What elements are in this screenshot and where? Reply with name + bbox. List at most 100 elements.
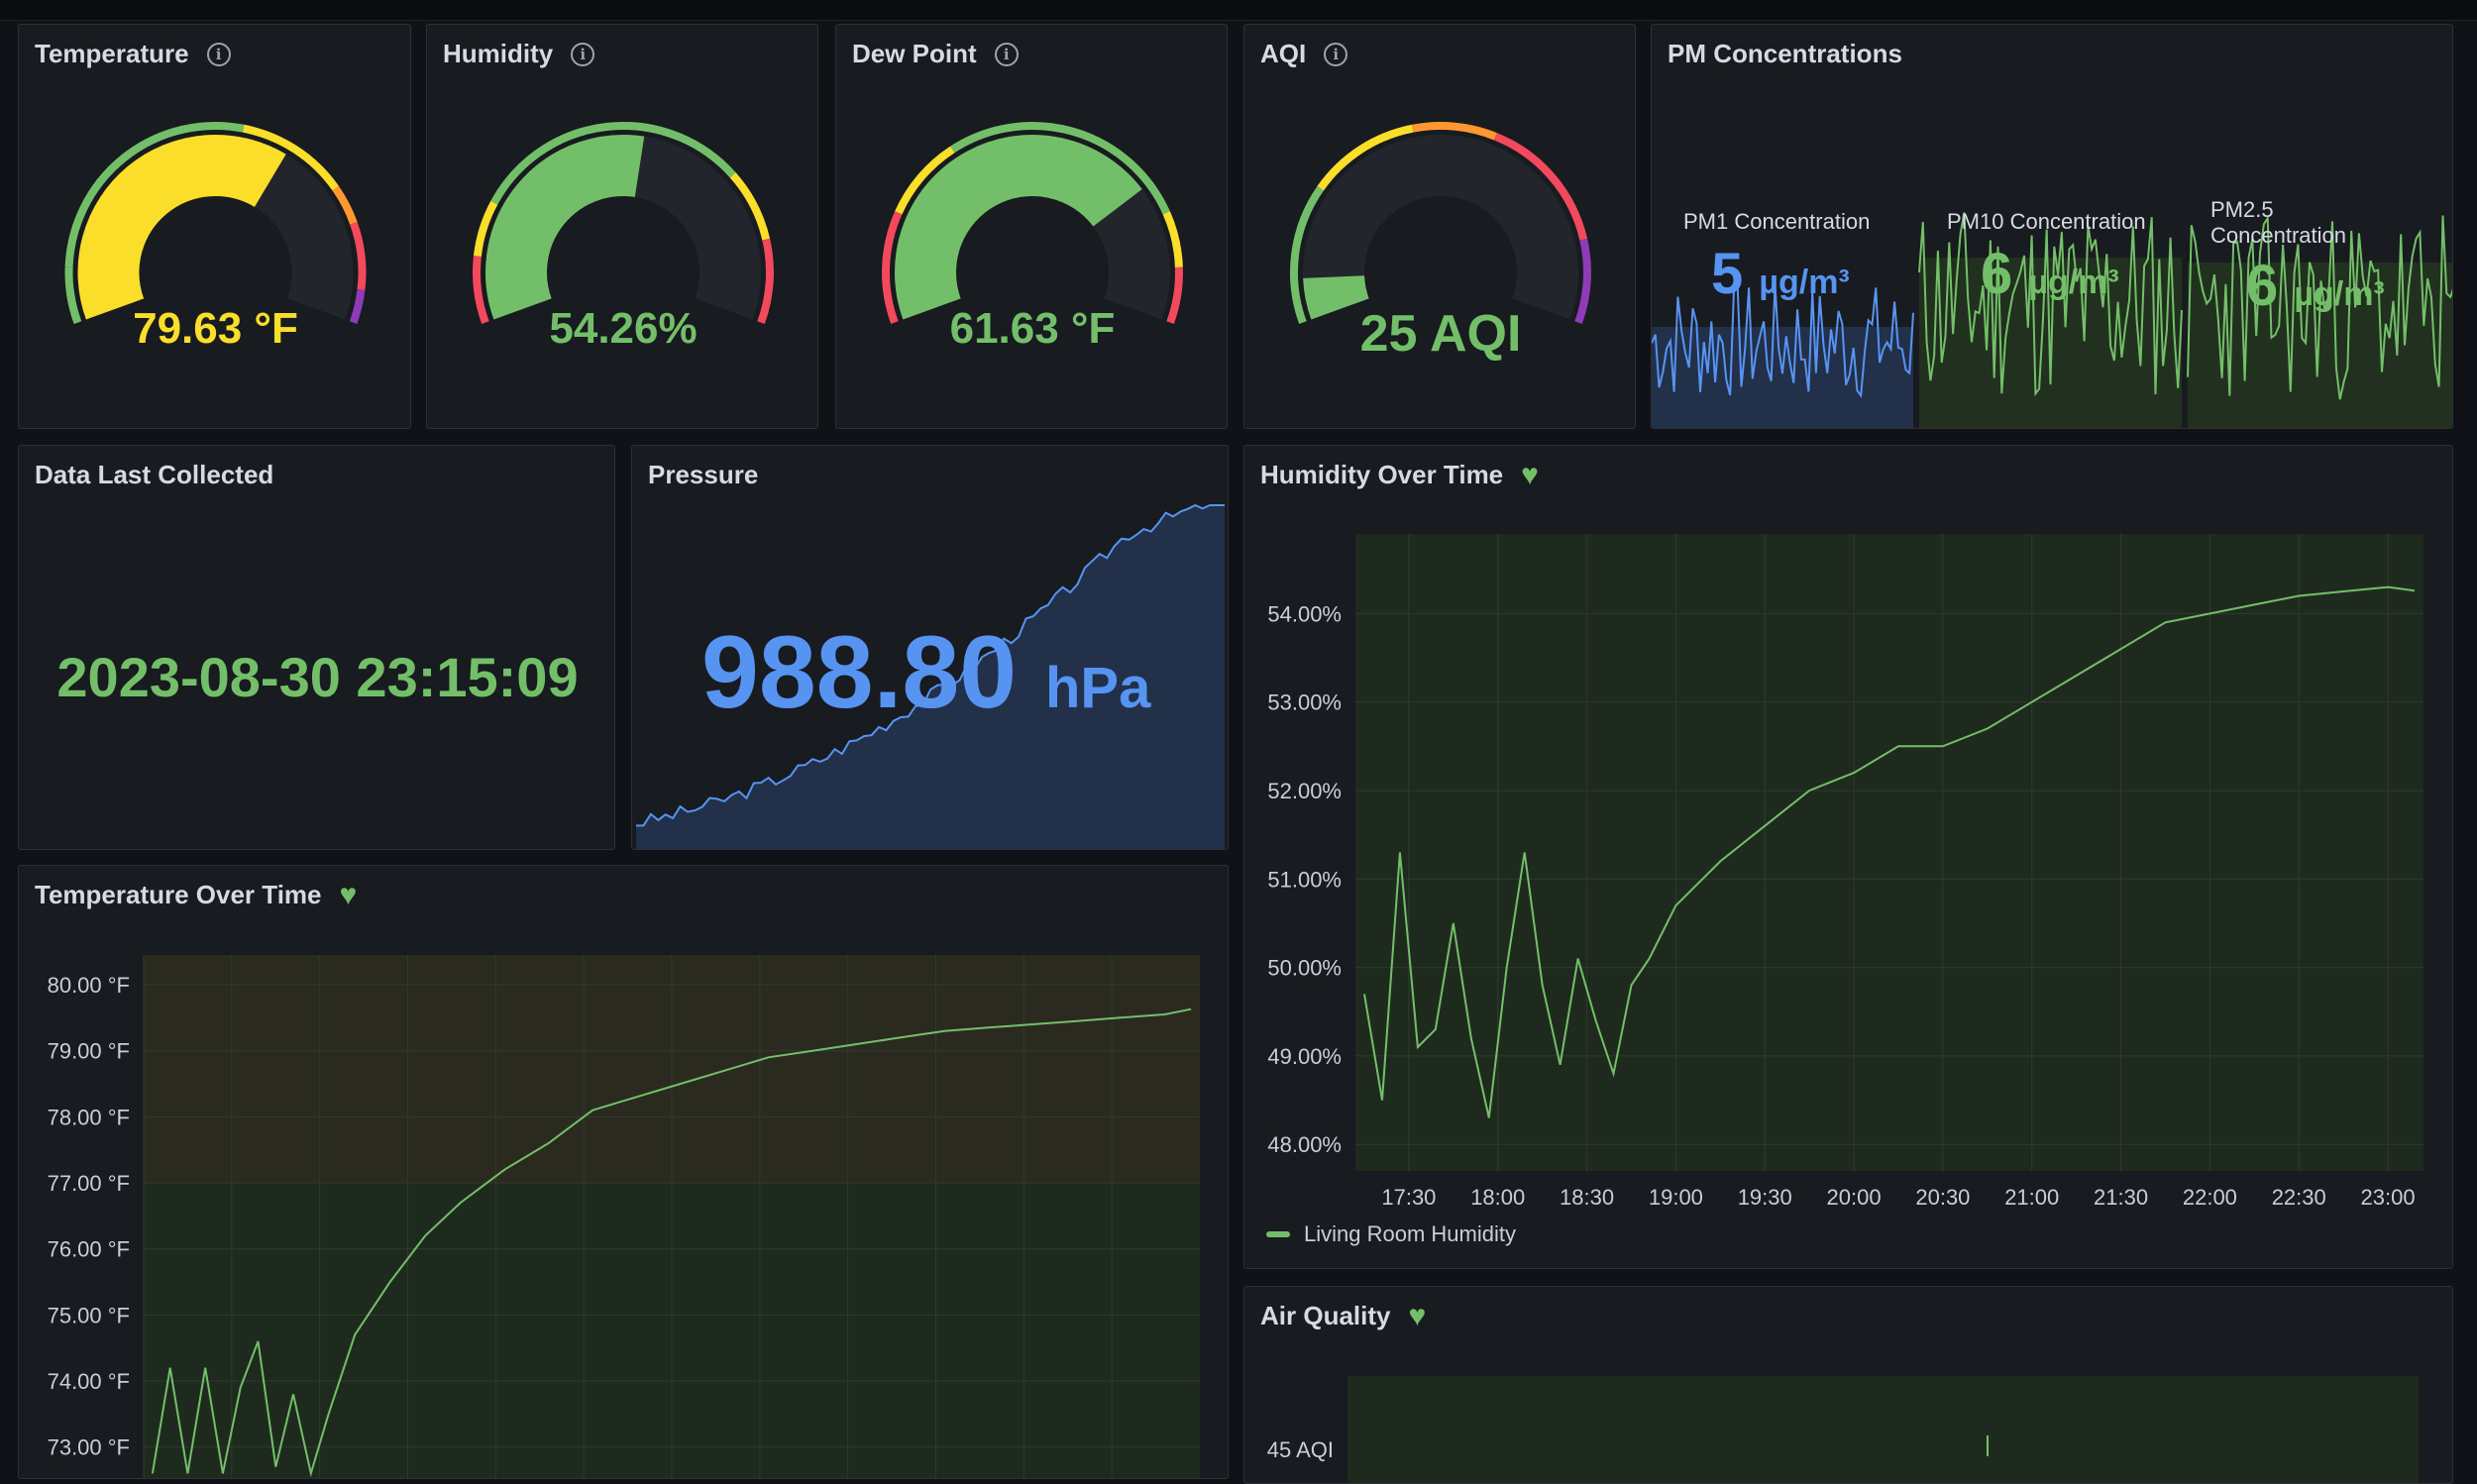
info-icon[interactable]: i [206, 42, 231, 66]
pm25-sparkline [2187, 215, 2452, 400]
aqi-panel[interactable]: AQI i 25 AQI [1243, 24, 1636, 429]
gauge [882, 122, 1183, 324]
gauge-fill [1303, 274, 1370, 320]
pm10-label: PM10 Concentration [1947, 209, 2146, 234]
x-tick-label: 23:00 [2361, 1185, 2416, 1210]
gauge-threshold-band [473, 200, 498, 258]
gauge-fill [485, 135, 645, 320]
humidity-panel[interactable]: Humidity i 54.26% [426, 24, 818, 429]
pressure-area [636, 505, 1225, 849]
gauge-value: 54.26% [549, 304, 698, 353]
panel-title: Temperature Over Time [35, 880, 322, 909]
y-tick-label: 80.00 °F [48, 973, 130, 998]
pm1-sparkline [1652, 283, 1914, 399]
x-tick-label: 21:00 [2004, 1185, 2059, 1210]
gauge-threshold-band [950, 122, 1170, 215]
gauge-threshold-band [757, 238, 774, 324]
humidity-chart: 54.00% 53.00% 52.00% 51.00% 50.00% 49.00% 48.0… [1267, 534, 2423, 1210]
pressure-value: 988.80 hPa [701, 615, 1151, 730]
gauge [1290, 122, 1591, 324]
legend-swatch [1266, 1231, 1290, 1237]
y-tick-label: 77.00 °F [48, 1171, 130, 1196]
info-icon[interactable]: i [994, 42, 1019, 66]
panel-title: Humidity Over Time [1260, 460, 1504, 489]
pm10-sparkline [1918, 212, 2183, 397]
temperature-over-time-panel[interactable]: Temperature Over Time ♥ 80.00 °F 79.00 °F 7… [18, 865, 1229, 1479]
y-tick-label: 76.00 °F [48, 1237, 130, 1262]
top-bar [0, 0, 2477, 21]
y-tick-label: 53.00% [1267, 690, 1342, 715]
series-line [1363, 585, 2416, 1118]
gauge-fill [77, 135, 286, 320]
y-tick-label: 48.00% [1267, 1132, 1342, 1157]
plot-area [1355, 534, 2423, 1171]
y-tick-label: 79.00 °F [48, 1039, 130, 1064]
pm-concentrations-panel[interactable]: PM Concentrations PM1 Concentration 5 µg… [1651, 24, 2453, 429]
gauge-track [1303, 135, 1578, 320]
panel-title: Pressure [648, 460, 759, 489]
dew-point-panel[interactable]: Dew Point i 61.63 °F [835, 24, 1228, 429]
panel-title: Air Quality [1260, 1301, 1391, 1330]
gauge-threshold-band [490, 122, 736, 205]
y-tick-label: 51.00% [1267, 867, 1342, 892]
legend-label: Living Room Humidity [1304, 1221, 1516, 1246]
pressure-panel[interactable]: Pressure 988.80 hPa [631, 445, 1229, 850]
y-tick-label: 45 AQI [1267, 1437, 1334, 1462]
panel-title: AQI [1260, 39, 1307, 68]
gauge-threshold-band [1290, 185, 1325, 324]
gauge-threshold-band [1493, 133, 1588, 241]
y-tick-label: 54.00% [1267, 601, 1342, 626]
series-line [151, 1007, 1192, 1478]
gauge-value: 25 AQI [1359, 305, 1522, 363]
panel-title: Humidity [443, 39, 554, 68]
gauge [64, 122, 367, 324]
heart-icon[interactable]: ♥ [339, 878, 358, 911]
gauge-threshold-band [1574, 238, 1591, 324]
y-tick-label: 50.00% [1267, 956, 1342, 981]
x-tick-label: 22:30 [2272, 1185, 2326, 1210]
data-last-collected-panel[interactable]: Data Last Collected 2023-08-30 23:15:09 [18, 445, 615, 850]
info-icon[interactable]: i [571, 42, 595, 66]
x-tick-label: 20:00 [1827, 1185, 1882, 1210]
x-tick-label: 19:00 [1649, 1185, 1703, 1210]
gauge-threshold-band [895, 146, 955, 215]
gauge-threshold-band [350, 222, 367, 290]
info-icon[interactable]: i [1324, 42, 1348, 66]
gauge-threshold-band [882, 211, 903, 324]
panel-title: PM Concentrations [1668, 39, 1902, 68]
x-tick-label: 18:30 [1560, 1185, 1614, 1210]
x-tick-label: 19:30 [1738, 1185, 1792, 1210]
pm1-label: PM1 Concentration [1683, 209, 1871, 234]
pm10-value: 6 µg/m³ [1981, 242, 2119, 306]
last-collected-value: 2023-08-30 23:15:09 [56, 646, 579, 708]
gauge [473, 122, 774, 324]
panel-title: Dew Point [852, 39, 977, 68]
gauge-threshold-band [729, 172, 771, 241]
gauge-threshold-band [64, 122, 245, 267]
pm25-label: PM2.5 Concentration [2210, 197, 2346, 249]
gauge-value: 61.63 °F [949, 304, 1116, 353]
x-tick-label: 17:30 [1381, 1185, 1436, 1210]
x-tick-label: 20:30 [1915, 1185, 1970, 1210]
gauge-threshold-band [473, 256, 489, 324]
heart-icon[interactable]: ♥ [1521, 458, 1539, 491]
y-tick-label: 74.00 °F [48, 1369, 130, 1394]
legend-item[interactable]: Living Room Humidity [1266, 1221, 1516, 1247]
gauge-threshold-band [349, 288, 366, 324]
x-tick-label: 22:00 [2183, 1185, 2237, 1210]
gauge-threshold-band [64, 266, 82, 324]
temperature-panel[interactable]: Temperature i 79.63 °F [18, 24, 411, 429]
air-quality-panel[interactable]: Air Quality ♥ 45 AQI [1243, 1286, 2453, 1484]
gauge-fill [895, 135, 1142, 320]
pm1-area [1652, 327, 1913, 428]
pressure-line [636, 503, 1225, 827]
heart-icon[interactable]: ♥ [1408, 1299, 1427, 1332]
y-tick-label: 49.00% [1267, 1044, 1342, 1069]
y-tick-label: 75.00 °F [48, 1303, 130, 1327]
gauge-threshold-band [1166, 266, 1183, 324]
panel-title: Data Last Collected [35, 460, 274, 489]
y-tick-label: 52.00% [1267, 779, 1342, 803]
air-quality-chart: 45 AQI [1267, 1376, 2419, 1483]
humidity-over-time-panel[interactable]: Humidity Over Time ♥ 54.00% 53.00% 52.00% 51… [1243, 445, 2453, 1269]
y-tick-label: 78.00 °F [48, 1105, 130, 1129]
